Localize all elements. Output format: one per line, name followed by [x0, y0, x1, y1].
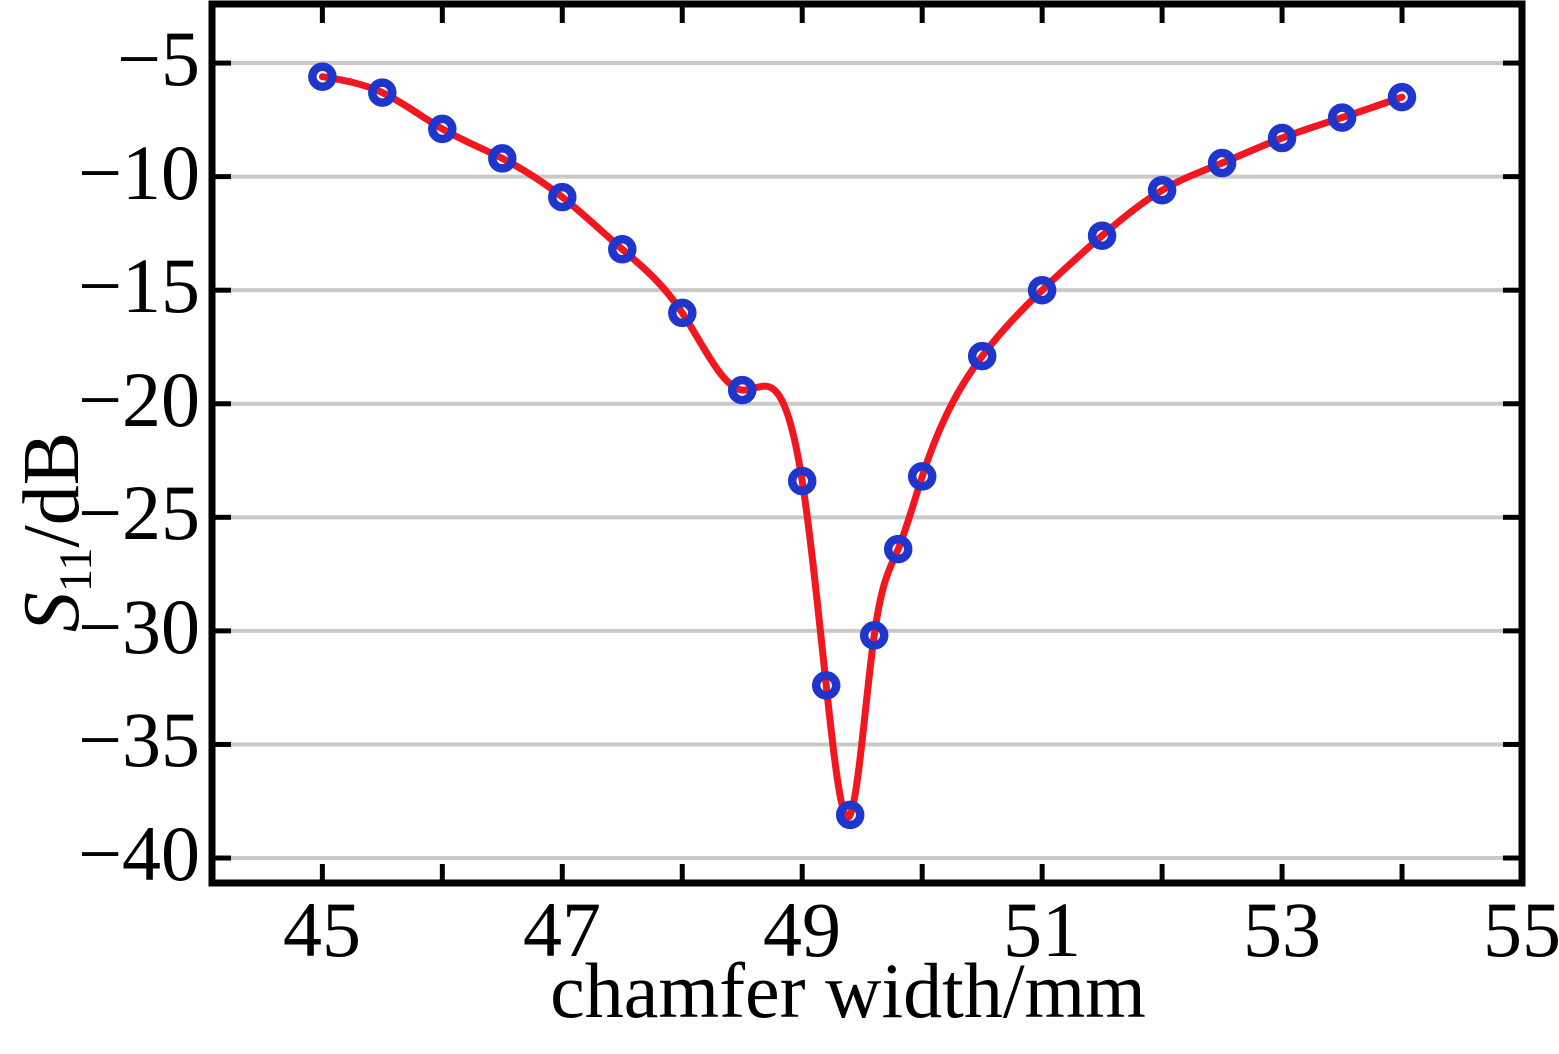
data-point-marker [1087, 221, 1117, 250]
data-point-marker [811, 671, 841, 700]
data-point-marker [859, 621, 889, 650]
data-point-marker [1207, 148, 1237, 178]
data-point-marker [1267, 123, 1297, 153]
data-point-marker [1327, 103, 1357, 132]
y-axis-symbol: S [8, 592, 96, 633]
y-axis-unit: /dB [8, 431, 96, 548]
data-point-marker [1387, 82, 1417, 112]
data-point-marker [608, 235, 637, 264]
data-point-marker [967, 341, 997, 371]
data-point-marker [883, 534, 913, 564]
x-axis-title: chamfer width/mm [550, 947, 1146, 1034]
data-point-marker [907, 462, 937, 491]
data-point-marker [668, 298, 697, 328]
data-point-marker [787, 466, 817, 496]
data-point-marker [727, 375, 757, 405]
y-axis-subscript: 11 [50, 547, 102, 593]
data-point-marker [308, 62, 337, 91]
data-point-marker [548, 182, 577, 212]
y-axis-title: S11/dB [8, 432, 102, 632]
plot-frame [208, 0, 1526, 887]
data-point-marker [368, 78, 397, 107]
data-point-marker [835, 800, 865, 830]
s11-curve [318, 73, 1406, 821]
data-point-marker [488, 144, 517, 173]
data-point-marker [1147, 175, 1177, 205]
data-point-marker [1027, 275, 1057, 305]
data-point-marker [428, 114, 457, 144]
